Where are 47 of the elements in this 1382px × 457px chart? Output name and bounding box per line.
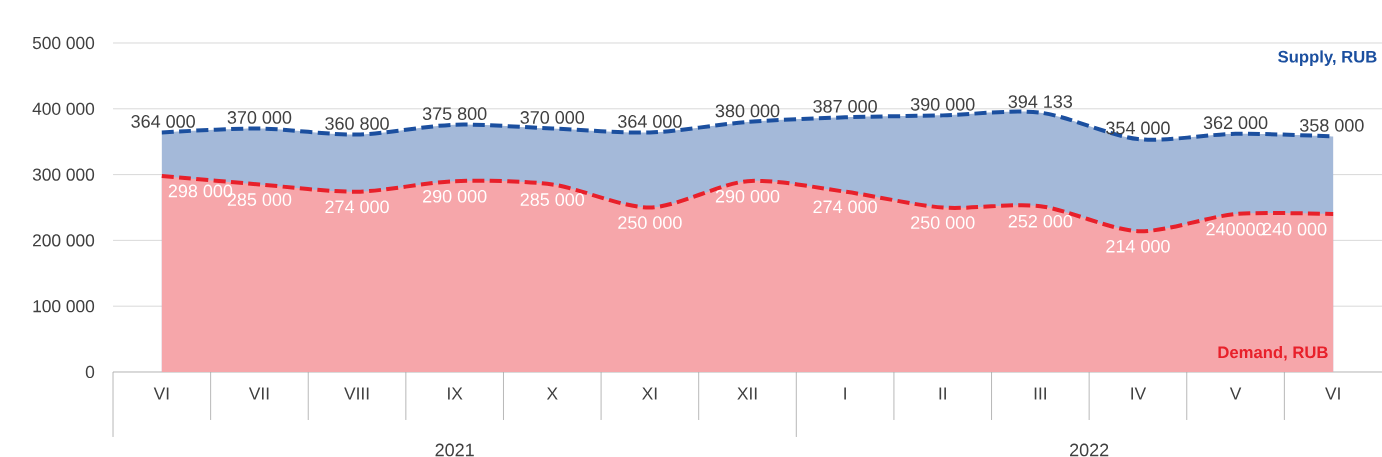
data-label: 380 000: [715, 104, 780, 118]
y-tick-label: 300 000: [32, 168, 95, 181]
text: 2022: [1070, 443, 1109, 457]
data-label: 375 800: [422, 107, 487, 120]
x-tick-label: IV: [1131, 387, 1147, 400]
data-label: 290 000: [715, 189, 780, 203]
y-tick-label: 400 000: [32, 102, 95, 115]
data-label: 274 000: [325, 200, 389, 214]
x-tick-label: VI: [153, 387, 169, 400]
data-label: 370 000: [520, 111, 585, 124]
data-label: 250 000: [618, 216, 682, 229]
data-label: 354 000: [1106, 121, 1170, 135]
x-tick-label: VIII: [344, 387, 369, 400]
data-label: 364 000: [618, 115, 682, 128]
data-label: 252 000: [1008, 214, 1073, 228]
x-tick-label: VI: [1325, 387, 1340, 400]
x-tick-label: X: [546, 387, 558, 400]
data-label: 364 000: [131, 115, 195, 128]
data-label: 214 000: [1106, 239, 1170, 253]
data-label: 250 000: [911, 216, 975, 229]
data-label: 362 000: [1203, 116, 1268, 130]
data-label: 285 000: [520, 193, 585, 206]
text: 2021: [435, 443, 474, 457]
data-label: 290 000: [423, 189, 487, 203]
data-label: 274 000: [813, 200, 877, 214]
data-label: 360 800: [325, 117, 389, 130]
x-tick-label: IX: [448, 387, 463, 400]
x-tick-label: III: [1034, 387, 1046, 400]
y-tick-label: 0: [85, 365, 95, 379]
data-label: 370 000: [227, 111, 292, 124]
x-tick-label: II: [939, 387, 946, 400]
text: Supply, RUB: [1278, 50, 1377, 66]
data-label: 240000: [1206, 222, 1265, 236]
x-tick-label: XI: [642, 387, 657, 400]
x-tick-label: XII: [737, 387, 757, 400]
data-label: 394 133: [1008, 95, 1073, 108]
data-label: 358 000: [1300, 118, 1364, 132]
x-tick-label: VII: [248, 387, 269, 400]
x-tick-label: I: [844, 387, 846, 400]
y-tick-label: 100 000: [33, 300, 95, 313]
series-label: Demand, RUB: [1218, 345, 1328, 361]
y-tick-label: 500 000: [32, 36, 95, 50]
x-tick-label: V: [1229, 387, 1242, 400]
data-label: 240 000: [1262, 222, 1327, 236]
data-label: 387 000: [813, 99, 877, 113]
y-tick-label: 200 000: [33, 234, 95, 247]
data-label: 390 000: [910, 97, 975, 111]
